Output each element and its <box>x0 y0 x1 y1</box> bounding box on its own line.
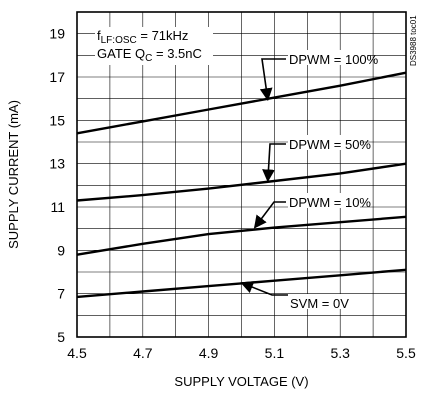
y-tick-labels: 5 7 9 11 13 15 17 19 <box>49 26 65 345</box>
x-tick-labels: 4.5 4.7 4.9 5.1 5.3 5.5 <box>67 345 416 361</box>
x-axis-label: SUPPLY VOLTAGE (V) <box>174 374 308 389</box>
y-tick-label: 19 <box>49 26 65 42</box>
y-tick-label: 9 <box>57 242 65 258</box>
x-tick-label: 4.9 <box>199 345 219 361</box>
annotation-label-background <box>288 193 360 208</box>
series-line-2 <box>76 162 407 202</box>
annotation-arrow <box>240 281 288 296</box>
x-tick-label: 4.7 <box>133 345 153 361</box>
condition-gate-charge: GATE QC = 3.5nC <box>97 46 202 64</box>
annotation-label: DPWM = 100% <box>289 52 379 67</box>
annotation-label-background <box>288 135 360 150</box>
series-line-1 <box>76 71 407 135</box>
conditions-label: fLF:OSC = 71kHz GATE QC = 3.5nC <box>95 27 213 65</box>
annotation-label: SVM = 0V <box>290 296 349 311</box>
x-tick-label: 4.5 <box>67 345 87 361</box>
x-tick-label: 5.1 <box>265 345 285 361</box>
y-tick-label: 7 <box>57 286 65 302</box>
y-tick-label: 13 <box>49 156 65 172</box>
x-tick-label: 5.5 <box>396 345 416 361</box>
y-tick-label: 5 <box>57 329 65 345</box>
annotation-arrow <box>259 58 286 102</box>
annotation-arrow <box>253 201 286 229</box>
x-tick-label: 5.3 <box>330 345 350 361</box>
annotation-label: DPWM = 10% <box>289 195 371 210</box>
y-tick-label: 15 <box>49 112 65 128</box>
document-reference: DS3988 toc01 <box>409 15 418 66</box>
annotation-label: DPWM = 50% <box>289 137 371 152</box>
condition-frequency: fLF:OSC = 71kHz <box>97 28 188 46</box>
y-axis-label: SUPPLY CURRENT (mA) <box>6 100 21 249</box>
conditions-background <box>95 27 213 65</box>
annotation-arrow <box>262 143 286 183</box>
y-tick-label: 17 <box>49 69 65 85</box>
series-lines <box>76 71 407 299</box>
plot-frame <box>76 11 407 338</box>
annotation-label-background <box>289 294 347 309</box>
y-tick-label: 11 <box>50 199 65 215</box>
annotation-label-background <box>288 50 368 65</box>
series-annotations: DPWM = 100% DPWM = 50% DPWM = 10% SVM = 0V <box>240 50 379 311</box>
series-line-3 <box>76 215 407 256</box>
